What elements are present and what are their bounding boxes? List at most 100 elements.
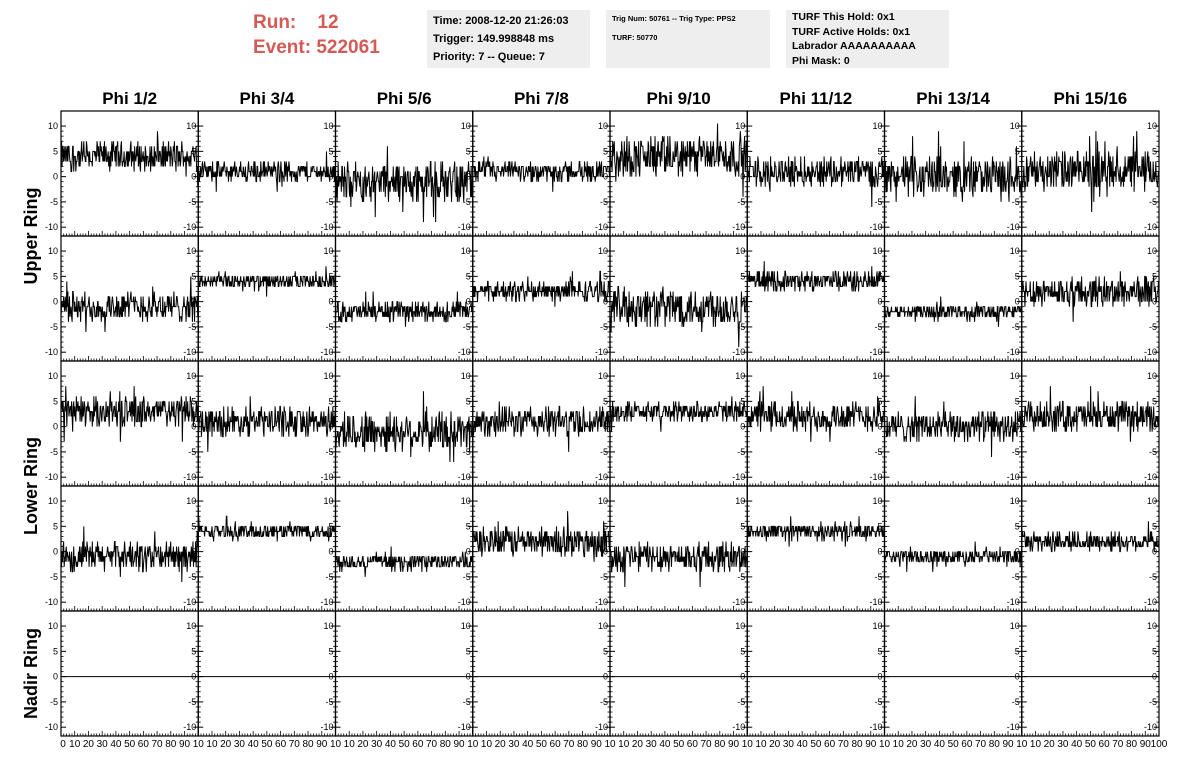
panel-r2-c6-ytick-label-right-0: 10 bbox=[872, 246, 882, 256]
xtick-label-c7-6: 70 bbox=[975, 739, 987, 750]
panel-r1-c1-ytick-label-left-4: -10 bbox=[45, 222, 58, 232]
panel-r5-c5-ytick-label-right-3: -5 bbox=[737, 697, 745, 707]
panel-r1-c1-ytick-label-right-0: 10 bbox=[186, 121, 196, 131]
panel-r1-c1-ytick-label-left-1: 5 bbox=[53, 146, 58, 156]
panel-r1-c6-ytick-label-right-3: -5 bbox=[874, 197, 882, 207]
xtick-label-c1-10: 10 bbox=[193, 739, 205, 750]
panel-r2-c6-ytick-label-right-3: -5 bbox=[874, 322, 882, 332]
column-header-6: Phi 11/12 bbox=[779, 89, 852, 108]
panel-r2-c8-ytick-label-right-4: -10 bbox=[1144, 347, 1157, 357]
panel-r3-c6-trace bbox=[747, 386, 885, 442]
panel-r3-c2-ytick-label-right-3: -5 bbox=[325, 447, 333, 457]
xtick-label-c5-0: 10 bbox=[618, 739, 630, 750]
panel-r5-c6-ytick-label-right-4: -10 bbox=[869, 722, 882, 732]
panel-r2-c4-ytick-label-right-1: 5 bbox=[603, 271, 608, 281]
panel-r3-c1-ytick-label-right-0: 10 bbox=[186, 371, 196, 381]
panel-r3-c1-ytick-label-left-2: 0 bbox=[53, 422, 58, 432]
xtick-label-c8-6: 70 bbox=[1112, 739, 1124, 750]
xtick-label-c1-8: 80 bbox=[165, 739, 177, 750]
panel-r3-c4-ytick-label-right-4: -10 bbox=[595, 472, 608, 482]
column-header-2: Phi 3/4 bbox=[239, 89, 294, 108]
panel-r3-c1-ytick-label-right-4: -10 bbox=[183, 472, 196, 482]
xtick-label-c3-7: 80 bbox=[440, 739, 452, 750]
panel-r3-c2-ytick-label-right-4: -10 bbox=[320, 472, 333, 482]
panel-r3-c1-trace bbox=[60, 386, 199, 442]
panel-r5-c4-ytick-label-right-0: 10 bbox=[598, 621, 608, 631]
xtick-label-c8-3: 40 bbox=[1071, 739, 1083, 750]
column-header-1: Phi 1/2 bbox=[102, 89, 157, 108]
panel-r3-c5-frame bbox=[609, 360, 748, 487]
panel-r4-c4-trace bbox=[472, 511, 611, 562]
panel-r2-c5-ytick-label-right-0: 10 bbox=[735, 246, 745, 256]
panel-r2-c2-ytick-label-right-4: -10 bbox=[320, 347, 333, 357]
panel-r3-c1-ytick-label-left-3: -5 bbox=[50, 447, 58, 457]
xtick-label-c2-3: 40 bbox=[248, 739, 260, 750]
panel-r5-c5-ytick-label-right-0: 10 bbox=[735, 621, 745, 631]
panel-r2-c1-ytick-label-left-1: 5 bbox=[53, 271, 58, 281]
panel-r2-c7-ytick-label-right-0: 10 bbox=[1010, 246, 1020, 256]
panel-r3-c1-ytick-label-left-0: 10 bbox=[48, 371, 58, 381]
panel-r1-c4-ytick-label-right-3: -5 bbox=[600, 197, 608, 207]
xtick-label-c4-3: 40 bbox=[522, 739, 534, 750]
panel-r1-c3-ytick-label-right-4: -10 bbox=[458, 222, 471, 232]
panel-r1-c1-ytick-label-right-3: -5 bbox=[188, 197, 196, 207]
panel-r1-c4-ytick-label-right-4: -10 bbox=[595, 222, 608, 232]
panel-r4-c7-ytick-label-right-4: -10 bbox=[1007, 597, 1020, 607]
panel-r4-c4-ytick-label-right-2: 0 bbox=[603, 547, 608, 557]
panel-r2-c1-ytick-label-left-4: -10 bbox=[45, 347, 58, 357]
panel-r1-c4-ytick-label-right-2: 0 bbox=[603, 172, 608, 182]
panel-r5-c8-ytick-label-right-0: 10 bbox=[1147, 621, 1157, 631]
turf-active-holds-text: TURF Active Holds: 0x1 bbox=[792, 25, 911, 38]
panel-r5-c2-ytick-label-right-3: -5 bbox=[325, 697, 333, 707]
run-label: Run: bbox=[253, 12, 297, 33]
run-row: Run: 12 bbox=[253, 10, 380, 35]
priority-text: Priority: 7 -- Queue: 7 bbox=[433, 51, 545, 63]
panel-r1-c8-ytick-label-right-3: -5 bbox=[1149, 197, 1157, 207]
xtick-label-c3-4: 50 bbox=[399, 739, 411, 750]
panel-r5-c3-ytick-label-right-4: -10 bbox=[458, 722, 471, 732]
xtick-label-c5-8: 90 bbox=[728, 739, 740, 750]
panel-r1-c8-ytick-label-right-0: 10 bbox=[1147, 121, 1157, 131]
xtick-label-c5-2: 30 bbox=[646, 739, 658, 750]
panel-r1-c7-ytick-label-right-3: -5 bbox=[1012, 197, 1020, 207]
xtick-label-c2-4: 50 bbox=[261, 739, 273, 750]
xtick-label-c6-7: 80 bbox=[851, 739, 863, 750]
panel-r1-c1-ytick-label-left-0: 10 bbox=[48, 121, 58, 131]
panel-r5-c3-frame bbox=[334, 610, 474, 737]
panel-r2-c6-trace bbox=[746, 261, 885, 292]
panel-r4-c4-ytick-label-right-4: -10 bbox=[595, 597, 608, 607]
xtick-label-c3-1: 20 bbox=[357, 739, 369, 750]
panel-r3-c1-ytick-label-left-1: 5 bbox=[53, 396, 58, 406]
panel-r3-c1-frame bbox=[60, 360, 199, 487]
panel-r3-c6-ytick-label-right-0: 10 bbox=[872, 371, 882, 381]
xtick-label-c8-5: 60 bbox=[1099, 739, 1111, 750]
panel-r3-c1-ytick-label-right-1: 5 bbox=[191, 396, 196, 406]
panel-r2-c3-ytick-label-right-2: 0 bbox=[466, 297, 471, 307]
panel-r5-c1-ytick-label-left-3: -5 bbox=[50, 697, 58, 707]
xtick-label-c3-3: 40 bbox=[385, 739, 397, 750]
run-value: 12 bbox=[317, 12, 339, 33]
xtick-label-c4-0: 10 bbox=[481, 739, 493, 750]
xtick-label-c2-8: 90 bbox=[316, 739, 328, 750]
panel-r1-c3-trace bbox=[335, 146, 474, 223]
panel-r3-c5-ytick-label-right-0: 10 bbox=[735, 371, 745, 381]
panel-r1-c2-trace bbox=[198, 151, 336, 192]
panel-r5-c3-ytick-label-right-0: 10 bbox=[461, 621, 471, 631]
trigger-text: Trigger: 149.998848 ms bbox=[433, 33, 555, 45]
panel-r4-c5-trace bbox=[609, 536, 748, 588]
xtick-label-c8-2: 30 bbox=[1057, 739, 1069, 750]
panel-r3-c7-ytick-label-right-3: -5 bbox=[1012, 447, 1020, 457]
panel-r4-c2-ytick-label-right-4: -10 bbox=[320, 597, 333, 607]
panel-r4-c1-ytick-label-right-4: -10 bbox=[183, 597, 196, 607]
panel-r5-c1-ytick-label-right-3: -5 bbox=[188, 697, 196, 707]
xtick-label-c4-7: 80 bbox=[577, 739, 589, 750]
panel-r2-c2-ytick-label-right-3: -5 bbox=[325, 322, 333, 332]
panel-r1-c7-trace bbox=[884, 131, 1023, 202]
panel-r2-c1-ytick-label-left-0: 10 bbox=[48, 246, 58, 256]
xtick-label-c1-6: 60 bbox=[138, 739, 150, 750]
xtick-label-c4-8: 90 bbox=[591, 739, 603, 750]
xtick-label-c5-7: 80 bbox=[714, 739, 726, 750]
xtick-label-c1-3: 30 bbox=[97, 739, 109, 750]
panel-r2-c5-trace bbox=[609, 285, 748, 348]
panel-r5-c4-ytick-label-right-3: -5 bbox=[600, 697, 608, 707]
